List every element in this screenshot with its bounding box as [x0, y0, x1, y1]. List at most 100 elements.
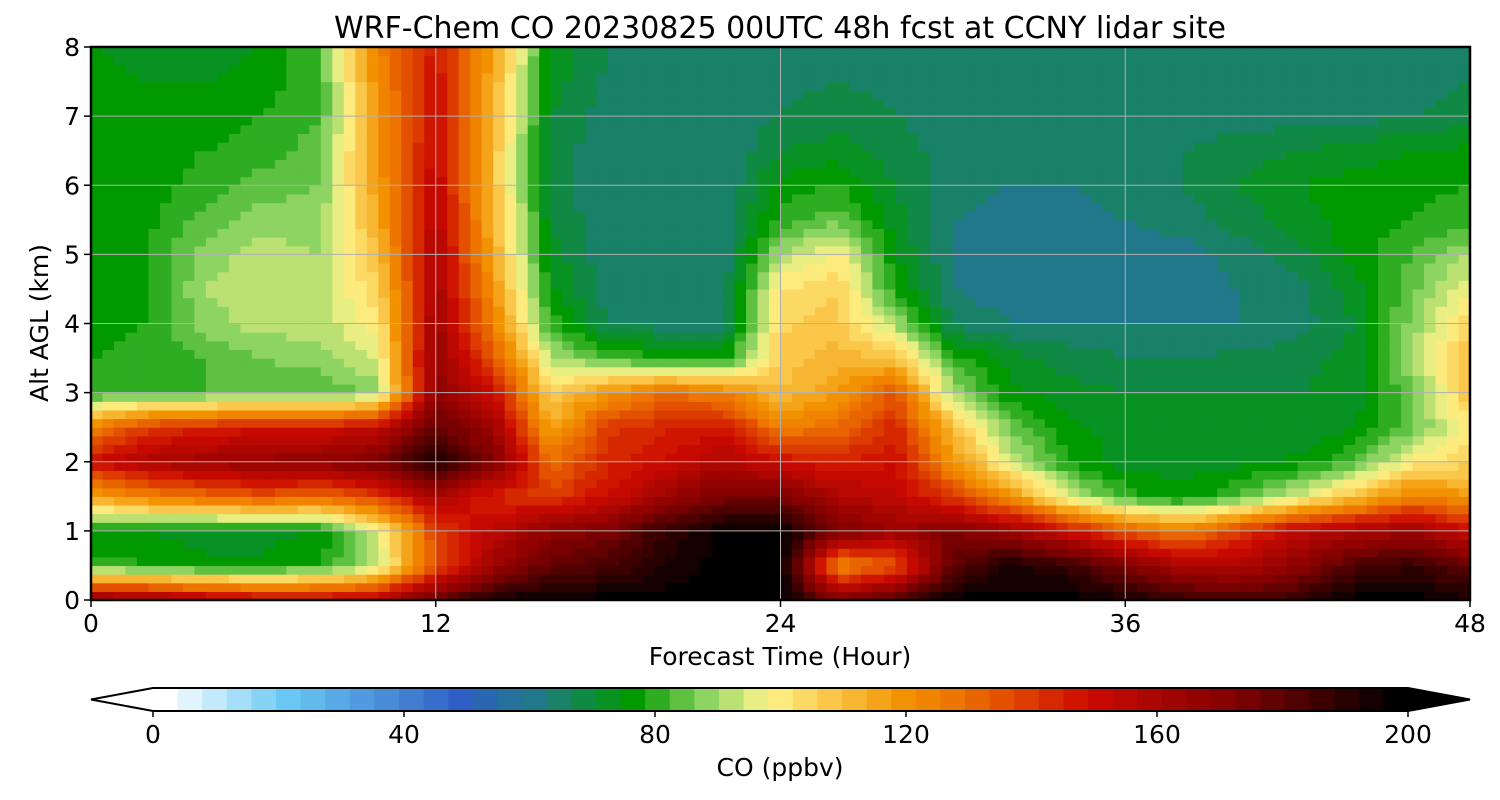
heatmap-cell — [113, 297, 127, 307]
heatmap-cell — [688, 504, 701, 515]
heatmap-cell — [860, 349, 874, 359]
heatmap-cell — [872, 358, 885, 368]
heatmap-cell — [1067, 530, 1080, 541]
heatmap-cell — [1056, 263, 1069, 273]
heatmap-cell — [550, 479, 563, 489]
heatmap-cell — [654, 297, 667, 307]
heatmap-cell — [504, 574, 517, 584]
heatmap-cell — [550, 427, 563, 437]
heatmap-cell — [723, 340, 736, 351]
heatmap-cell — [1125, 522, 1138, 532]
heatmap-cell — [1033, 427, 1046, 437]
heatmap-cell — [814, 427, 828, 437]
heatmap-cell — [1251, 306, 1264, 316]
heatmap-cell — [366, 375, 379, 385]
heatmap-cell — [320, 245, 333, 255]
heatmap-cell — [849, 314, 862, 325]
heatmap-cell — [1159, 306, 1172, 316]
heatmap-cell — [860, 427, 874, 437]
heatmap-cell — [826, 496, 839, 506]
heatmap-cell — [654, 401, 667, 411]
heatmap-cell — [148, 513, 161, 523]
heatmap-cell — [481, 349, 494, 359]
heatmap-cell — [1401, 435, 1414, 446]
heatmap-cell — [1412, 366, 1425, 376]
heatmap-cell — [860, 358, 874, 368]
heatmap-cell — [493, 349, 506, 359]
heatmap-cell — [1401, 582, 1414, 592]
heatmap-cell — [642, 504, 655, 515]
heatmap-cell — [481, 530, 494, 541]
heatmap-cell — [619, 306, 632, 316]
heatmap-cell — [102, 522, 115, 532]
heatmap-cell — [1228, 401, 1241, 411]
heatmap-cell — [780, 314, 793, 325]
heatmap-cell — [1228, 539, 1241, 549]
heatmap-cell — [837, 470, 851, 480]
heatmap-cell — [309, 539, 322, 549]
heatmap-cell — [1263, 332, 1276, 342]
heatmap-cell — [1102, 548, 1115, 558]
heatmap-cell — [826, 340, 839, 351]
heatmap-cell — [631, 565, 644, 575]
heatmap-cell — [608, 556, 621, 567]
heatmap-cell — [964, 288, 977, 299]
heatmap-cell — [1067, 358, 1080, 368]
heatmap-cell — [251, 288, 264, 299]
heatmap-cell — [389, 280, 402, 290]
heatmap-cell — [734, 487, 747, 497]
heatmap-cell — [1044, 254, 1057, 264]
heatmap-cell — [228, 574, 241, 584]
heatmap-cell — [1113, 306, 1126, 316]
heatmap-cell — [964, 539, 977, 549]
heatmap-cell — [573, 245, 586, 255]
heatmap-cell — [723, 435, 736, 446]
heatmap-cell — [1205, 496, 1218, 506]
heatmap-cell — [113, 383, 127, 394]
heatmap-cell — [527, 245, 540, 255]
heatmap-cell — [1435, 427, 1448, 437]
heatmap-cell — [1194, 254, 1207, 264]
heatmap-cell — [814, 358, 828, 368]
heatmap-cell — [573, 487, 586, 497]
heatmap-cell — [1412, 340, 1425, 351]
heatmap-cell — [1194, 487, 1207, 497]
heatmap-cell — [1182, 383, 1195, 394]
heatmap-cell — [837, 504, 851, 515]
heatmap-cell — [274, 358, 287, 368]
heatmap-cell — [1286, 245, 1299, 255]
heatmap-cell — [1067, 271, 1080, 281]
heatmap-cell — [654, 306, 667, 316]
heatmap-cell — [1056, 349, 1069, 359]
heatmap-cell — [527, 323, 540, 333]
heatmap-cell — [481, 479, 494, 489]
heatmap-cell — [964, 297, 977, 307]
heatmap-cell — [435, 470, 448, 480]
heatmap-cell — [458, 530, 471, 541]
heatmap-cell — [677, 461, 690, 471]
heatmap-cell — [378, 366, 391, 376]
heatmap-cell — [1447, 280, 1460, 290]
heatmap-cell — [1378, 513, 1391, 523]
heatmap-cell — [481, 280, 494, 290]
heatmap-cell — [125, 461, 138, 471]
heatmap-cell — [1021, 504, 1034, 515]
heatmap-cell — [320, 288, 333, 299]
heatmap-cell — [562, 496, 575, 506]
heatmap-cell — [332, 496, 345, 506]
heatmap-cell — [872, 504, 885, 515]
heatmap-cell — [1378, 288, 1391, 299]
heatmap-cell — [527, 461, 540, 471]
heatmap-cell — [1182, 401, 1195, 411]
heatmap-cell — [642, 427, 655, 437]
heatmap-cell — [527, 591, 540, 601]
heatmap-cell — [1136, 539, 1149, 549]
heatmap-cell — [1309, 392, 1322, 402]
heatmap-cell — [355, 461, 368, 471]
heatmap-cell — [516, 297, 529, 307]
heatmap-cell — [481, 470, 494, 480]
heatmap-cell — [826, 565, 839, 575]
heatmap-cell — [849, 591, 862, 601]
heatmap-cell — [711, 332, 724, 342]
heatmap-cell — [1205, 245, 1218, 255]
